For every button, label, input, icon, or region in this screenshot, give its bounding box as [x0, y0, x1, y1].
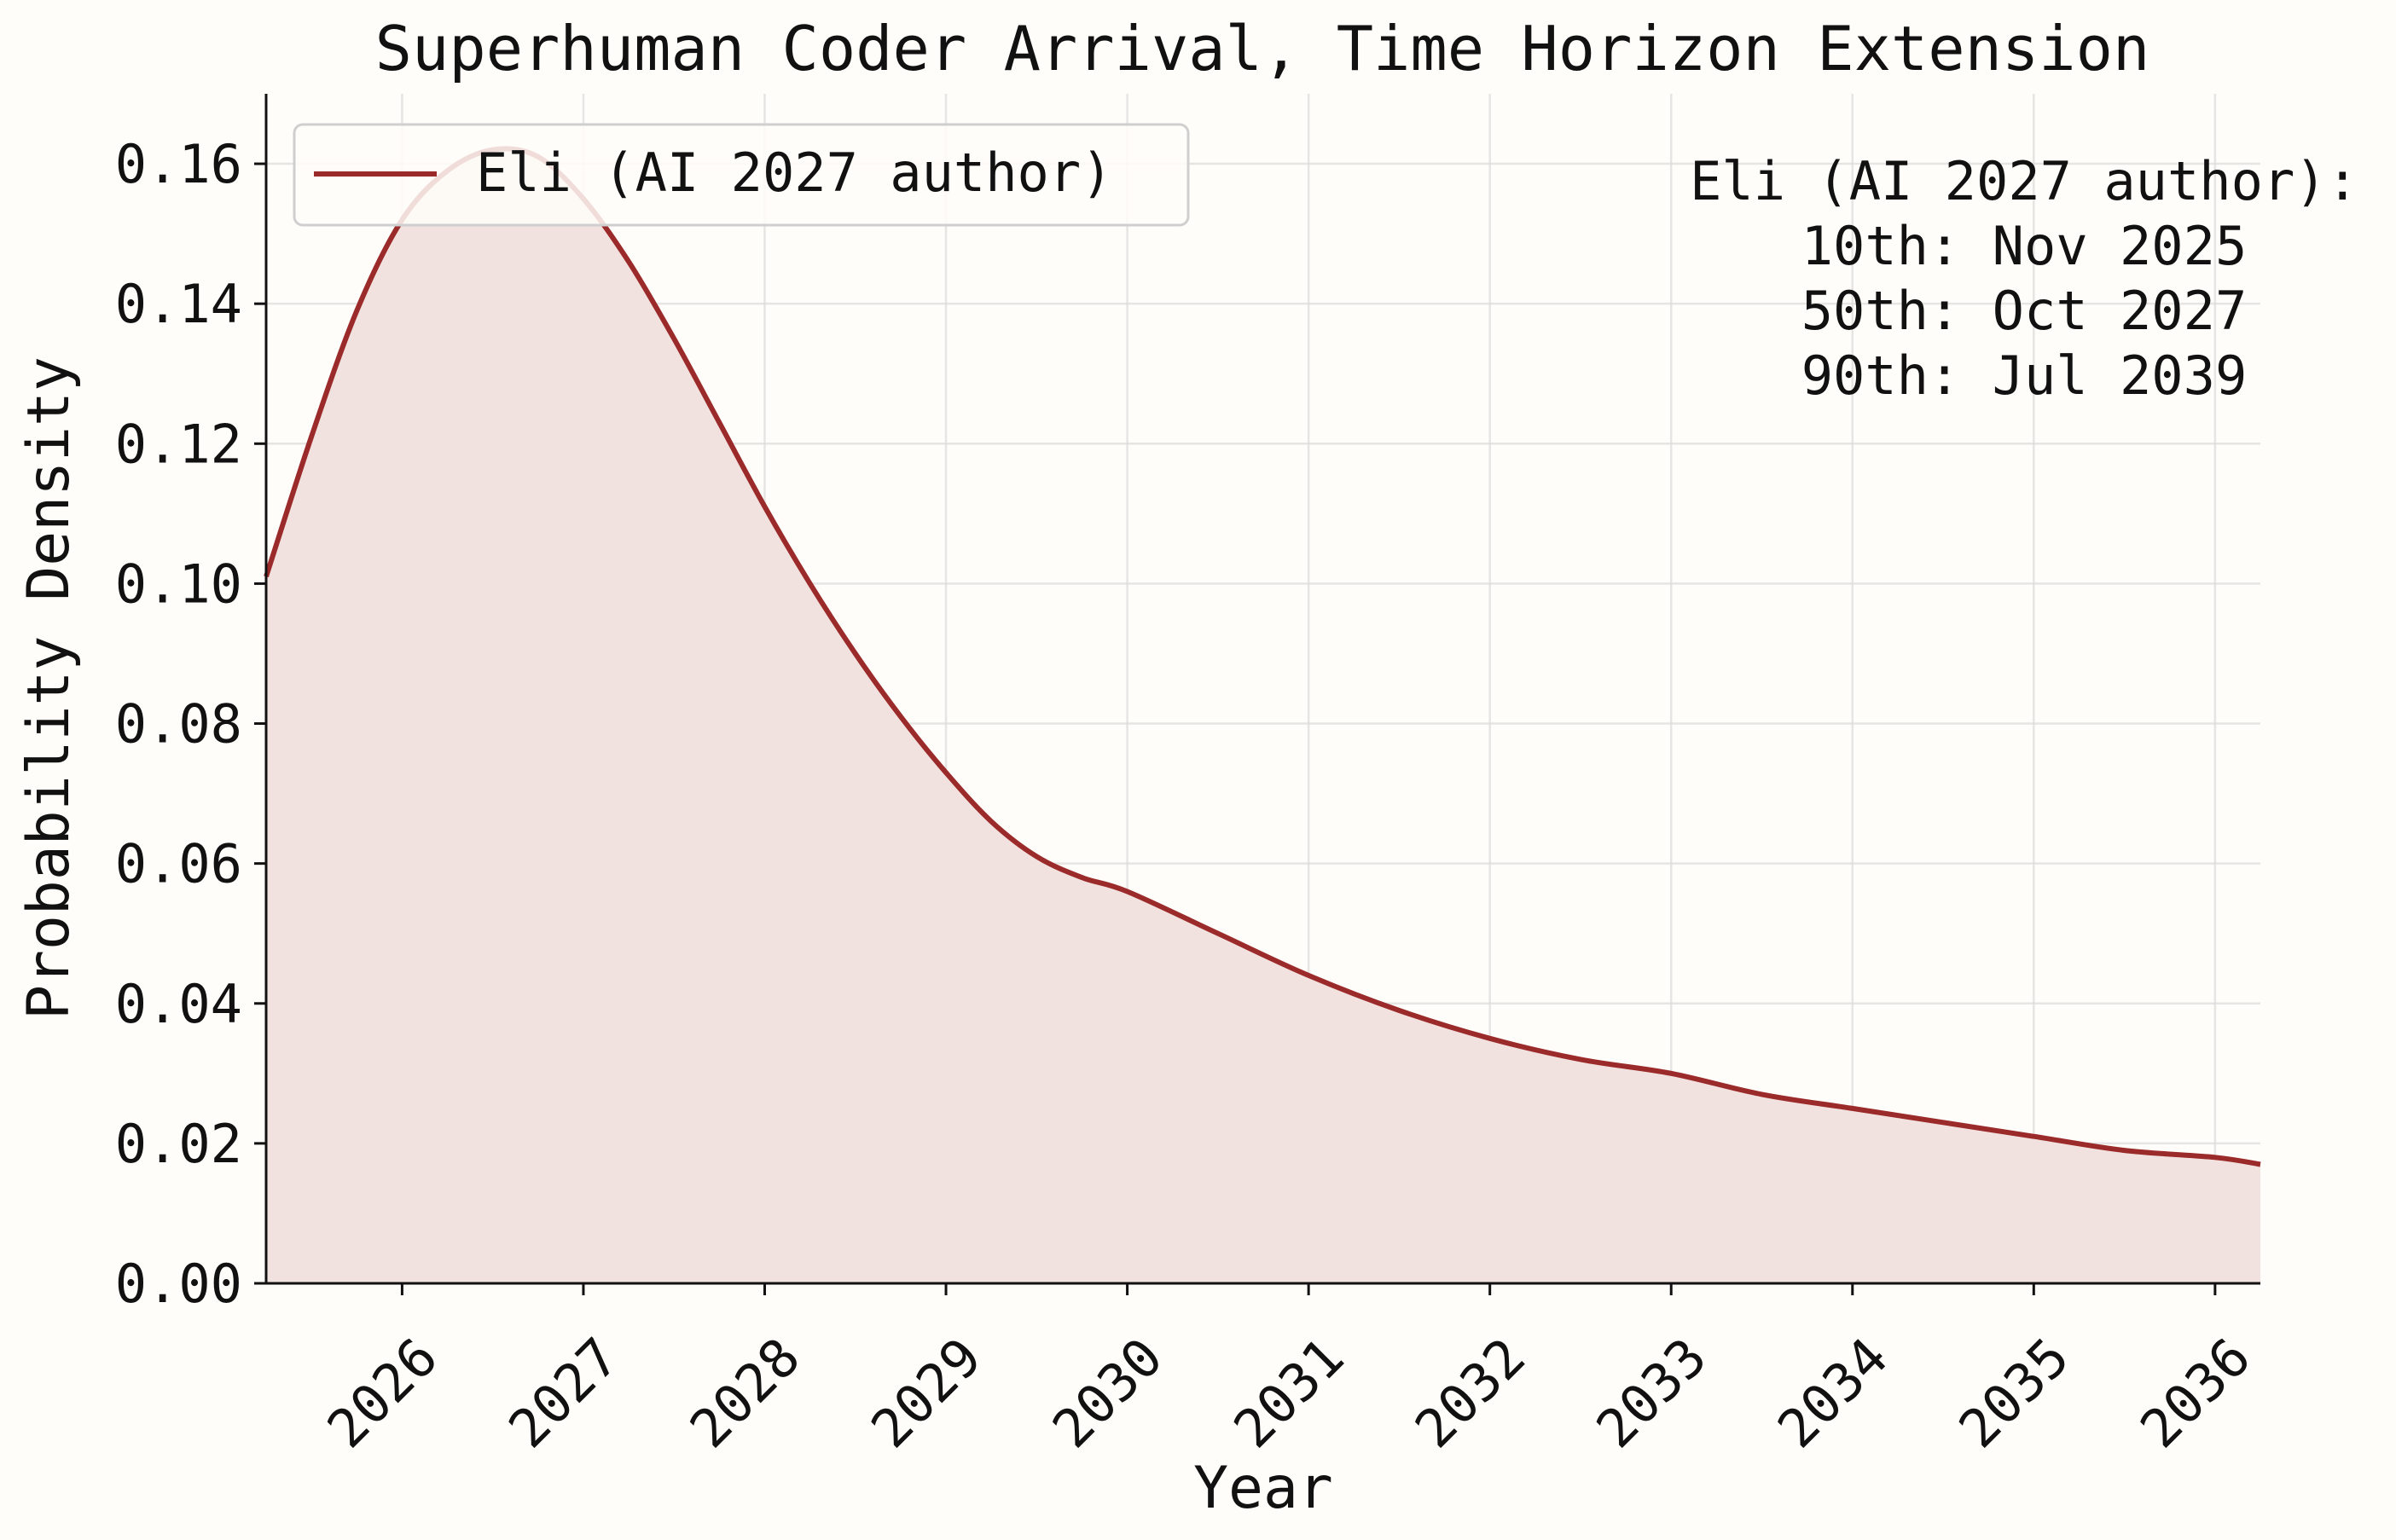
y-tick-label-3: 0.06 — [115, 833, 242, 895]
chart-title: Superhuman Coder Arrival, Time Horizon E… — [375, 13, 2150, 84]
y-tick-label-2: 0.04 — [115, 973, 242, 1035]
y-tick-label-4: 0.08 — [115, 693, 242, 756]
annotation-10th: 10th: Nov 2025 — [1801, 215, 2248, 277]
y-tick-label-5: 0.10 — [115, 553, 242, 615]
grid — [266, 94, 2260, 1283]
y-tick-label-6: 0.12 — [115, 413, 242, 475]
y-tick-label-8: 0.16 — [115, 133, 242, 195]
annotation-50th: 50th: Oct 2027 — [1801, 280, 2248, 342]
x-axis-label: Year — [1193, 1455, 1333, 1522]
y-tick-label-7: 0.14 — [115, 273, 242, 335]
annotation-title: Eli (AI 2027 author): — [1690, 150, 2358, 212]
y-tick-label-0: 0.00 — [115, 1253, 242, 1315]
legend: Eli (AI 2027 author) — [293, 123, 1190, 227]
percentile-annotation: Eli (AI 2027 author): 10th: Nov 2025 50t… — [1690, 150, 2358, 407]
legend-label-eli: Eli (AI 2027 author) — [476, 142, 1113, 204]
density-area-fill — [266, 148, 2260, 1283]
y-axis-label: Probability Density — [15, 356, 83, 1020]
y-tick-label-1: 0.02 — [115, 1113, 242, 1175]
axes — [264, 94, 2260, 1285]
legend-box — [293, 123, 1190, 227]
annotation-90th: 90th: Jul 2039 — [1801, 344, 2248, 407]
